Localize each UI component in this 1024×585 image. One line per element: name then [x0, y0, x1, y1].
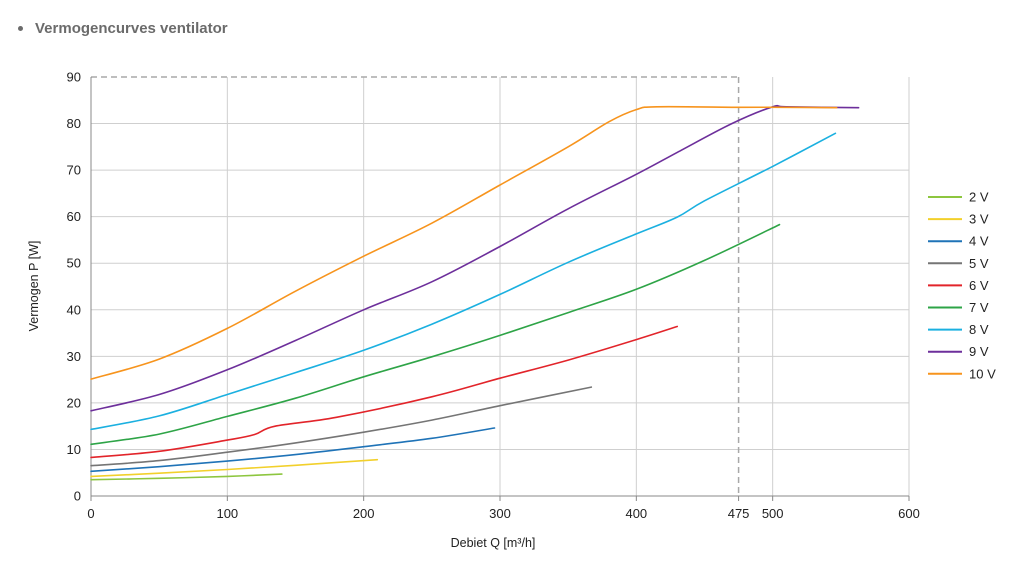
series-line-8v — [90, 132, 837, 431]
series-line-3v — [90, 458, 379, 478]
y-tick-label: 50 — [67, 256, 81, 271]
chart-heading-text: Vermogencurves ventilator — [35, 20, 228, 37]
legend-label: 10 V — [969, 366, 996, 381]
series-line-5v — [90, 386, 593, 467]
reference-lines — [91, 76, 740, 496]
legend-label: 2 V — [969, 190, 989, 205]
legend-label: 5 V — [969, 256, 989, 271]
legend-label: 7 V — [969, 300, 989, 315]
grid-lines — [91, 77, 910, 496]
x-tick-label: 300 — [489, 506, 511, 521]
legend-label: 6 V — [969, 278, 989, 293]
y-tick-label: 40 — [67, 302, 81, 317]
x-tick-label: 600 — [898, 506, 920, 521]
y-tick-label: 90 — [67, 70, 81, 85]
y-tick-label: 0 — [74, 489, 81, 504]
y-tick-label: 60 — [67, 209, 81, 224]
y-tick-label: 10 — [67, 442, 81, 457]
legend: 2 V 3 V 4 V 5 V 6 V 7 V 8 V 9 V 10 V — [928, 190, 996, 381]
legend-label: 9 V — [969, 344, 989, 359]
y-tick-label: 30 — [67, 349, 81, 364]
bullet-icon — [18, 26, 23, 31]
x-tick-label: 200 — [353, 506, 375, 521]
chart-heading: Vermogencurves ventilator — [18, 20, 228, 37]
legend-label: 4 V — [969, 234, 989, 249]
series-line-10v — [90, 105, 838, 380]
x-tick-label: 475 — [728, 506, 750, 521]
y-tick-label: 80 — [67, 116, 81, 131]
x-axis-title: Debiet Q [m³/h] — [451, 536, 536, 550]
x-tick-label: 500 — [762, 506, 784, 521]
x-tick-label: 400 — [625, 506, 647, 521]
series-line-4v — [90, 427, 496, 473]
y-tick-label: 70 — [67, 163, 81, 178]
x-tick-label: 100 — [216, 506, 238, 521]
legend-label: 8 V — [969, 322, 989, 337]
series-lines — [90, 104, 860, 481]
tick-labels: 0 10 20 30 40 50 60 70 80 90 0 100 200 300 400 475 500 60… — [67, 70, 920, 522]
series-line-7v — [90, 223, 781, 446]
series-line-9v — [90, 104, 860, 412]
x-tick-label: 0 — [87, 506, 94, 521]
y-tick-label: 20 — [67, 395, 81, 410]
legend-label: 3 V — [969, 212, 989, 227]
axes — [90, 77, 910, 501]
series-line-2v — [90, 473, 283, 481]
series-line-6v — [90, 325, 678, 459]
y-axis-title: Vermogen P [W] — [27, 241, 41, 332]
